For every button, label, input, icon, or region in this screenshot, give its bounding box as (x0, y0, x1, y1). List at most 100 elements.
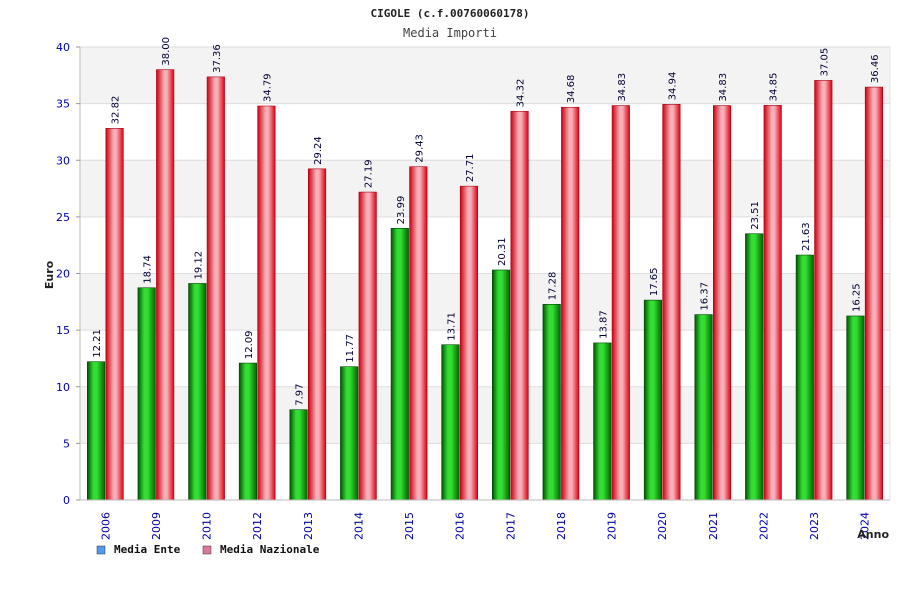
bar-media-ente (846, 315, 865, 501)
y-tick-label: 35 (56, 98, 70, 111)
bar-media-ente (289, 409, 308, 501)
data-label: 34.85 (769, 73, 780, 102)
bar-media-ente (542, 304, 561, 501)
y-tick-label: 15 (56, 324, 70, 337)
bar-media-nazionale (561, 106, 580, 501)
x-tick-label: 2009 (150, 512, 163, 540)
x-tick-label: 2013 (302, 512, 315, 540)
bar-media-nazionale (662, 104, 681, 501)
x-tick-label: 2016 (454, 512, 467, 540)
bar-media-nazionale (459, 185, 478, 501)
data-label: 11.77 (345, 334, 356, 363)
bar-media-nazionale (814, 80, 833, 501)
x-tick-label: 2019 (606, 512, 619, 540)
data-label: 23.99 (396, 196, 407, 225)
bar-media-nazionale (257, 105, 276, 501)
data-label: 18.74 (143, 255, 154, 284)
legend-label-media-nazionale: Media Nazionale (220, 543, 320, 556)
y-tick-labels: 0 5 10 15 20 25 30 35 40 (56, 41, 80, 507)
y-tick-label: 0 (63, 494, 70, 507)
data-label: 37.36 (212, 44, 223, 73)
data-label: 23.51 (750, 201, 761, 230)
y-tick-label: 5 (63, 437, 70, 450)
x-tick-labels: 2006 2009 2010 2012 2013 2014 2015 2016 2017 2018… (99, 512, 871, 540)
data-label: 27.19 (364, 159, 375, 188)
bars (87, 69, 883, 501)
y-axis-label: Euro (43, 260, 56, 289)
data-label: 36.46 (870, 54, 881, 83)
bar-media-ente (238, 362, 257, 501)
data-label: 34.94 (667, 72, 678, 101)
data-label: 37.05 (819, 48, 830, 77)
data-label: 20.31 (497, 237, 508, 266)
bar-media-ente (340, 366, 359, 501)
x-tick-label: 2015 (403, 512, 416, 540)
data-label: 34.32 (516, 79, 527, 108)
bar-media-nazionale (510, 111, 529, 501)
x-tick-label: 2014 (352, 512, 365, 540)
bar-media-ente (390, 228, 409, 501)
data-label: 34.83 (718, 73, 729, 102)
data-label: 29.43 (414, 134, 425, 163)
bar-media-nazionale (358, 191, 377, 501)
bar-media-ente (188, 283, 207, 501)
data-label: 16.25 (851, 283, 862, 312)
x-tick-label: 2017 (504, 512, 517, 540)
bar-media-nazionale (156, 69, 175, 501)
bar-media-ente (694, 314, 713, 501)
x-tick-label: 2010 (201, 512, 214, 540)
x-axis-label: Anno (857, 528, 889, 541)
bar-media-nazionale (713, 105, 732, 501)
data-label: 21.63 (801, 222, 812, 251)
data-label: 7.97 (295, 383, 306, 405)
bar-media-ente (593, 342, 612, 501)
data-label: 29.24 (313, 136, 324, 165)
x-tick-label: 2018 (555, 512, 568, 540)
y-tick-label: 20 (56, 268, 70, 281)
bar-media-ente (441, 344, 460, 501)
data-label: 17.65 (649, 267, 660, 296)
y-tick-label: 25 (56, 211, 70, 224)
legend-label-media-ente: Media Ente (114, 543, 181, 556)
data-label: 27.71 (465, 154, 476, 183)
bar-media-ente (87, 361, 106, 501)
data-label: 34.68 (566, 75, 577, 104)
data-label: 12.21 (92, 329, 103, 358)
data-labels: 12.21 32.82 18.74 38.00 19.12 37.36 12.09 34.79… (92, 37, 881, 406)
bar-media-ente (795, 254, 814, 501)
x-tick-label: 2020 (656, 512, 669, 540)
data-label: 13.71 (446, 312, 457, 341)
legend: Media Ente Media Nazionale (96, 543, 320, 556)
x-tick-label: 2023 (808, 512, 821, 540)
x-tick-label: 2022 (757, 512, 770, 540)
data-label: 32.82 (111, 96, 122, 125)
chart-subtitle: Media Importi (403, 26, 497, 40)
data-label: 12.09 (244, 330, 255, 359)
x-tick-label: 2006 (99, 512, 112, 540)
bar-media-nazionale (409, 166, 428, 501)
y-tick-label: 40 (56, 41, 70, 54)
bar-media-ente (492, 269, 511, 501)
legend-swatch-media-nazionale (202, 545, 212, 555)
bar-media-nazionale (611, 105, 630, 501)
x-tick-label: 2021 (707, 512, 720, 540)
chart-title: CIGOLE (c.f.00760060178) (371, 7, 530, 20)
data-label: 34.83 (617, 73, 628, 102)
x-tick-label: 2012 (251, 512, 264, 540)
data-label: 13.87 (598, 310, 609, 339)
legend-swatch-media-ente (96, 545, 106, 555)
data-label: 34.79 (262, 73, 273, 102)
bar-media-ente (137, 287, 156, 501)
bar-media-nazionale (864, 86, 883, 501)
data-label: 38.00 (161, 37, 172, 66)
y-tick-label: 10 (56, 381, 70, 394)
bar-media-nazionale (206, 76, 225, 501)
bar-media-ente (643, 299, 662, 501)
bar-media-nazionale (763, 105, 782, 501)
y-tick-label: 30 (56, 154, 70, 167)
x-tick-label: 2024 (859, 512, 872, 540)
bar-media-nazionale (308, 168, 327, 501)
bar-media-ente (745, 233, 764, 501)
data-label: 17.28 (548, 272, 559, 301)
